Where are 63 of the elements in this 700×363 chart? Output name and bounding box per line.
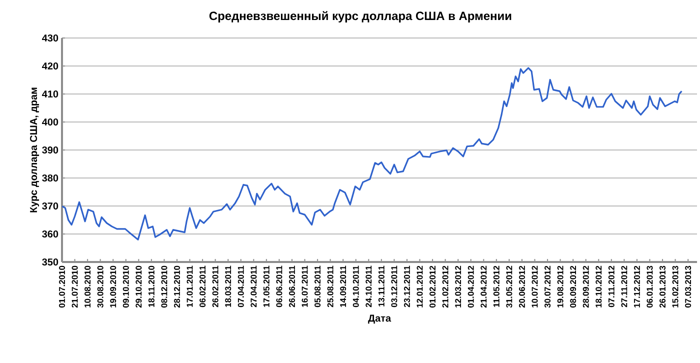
x-tick-label: 31.05.2012 — [506, 266, 512, 308]
x-tick-label: 06.06.2011 — [276, 266, 282, 308]
x-tick-label: 16.07.2011 — [302, 266, 308, 307]
x-tick-label: 26.01.2013 — [660, 266, 666, 308]
x-tick-label: 07.03.2013 — [685, 266, 692, 308]
x-tick-label: 30.07.2012 — [544, 266, 551, 308]
y-tick-label: 380 — [42, 174, 58, 182]
x-tick-label: 08.12.2010 — [161, 266, 168, 308]
x-tick-label: 07.04.2011 — [238, 266, 244, 308]
x-tick-label: 19.09.2010 — [110, 266, 116, 308]
y-tick-label: 350 — [42, 258, 58, 266]
x-tick-label: 29.10.2010 — [136, 266, 142, 308]
x-tick-label: 25.08.2011 — [327, 266, 334, 308]
x-tick-label: 03.12.2011 — [391, 266, 398, 308]
x-tick-label: 18.10.2012 — [596, 266, 602, 308]
x-tick-label: 19.08.2012 — [557, 266, 564, 308]
y-tick-label: 370 — [42, 202, 58, 210]
x-tick-label: 30.08.2010 — [97, 266, 104, 308]
x-tick-label: 09.10.2010 — [122, 266, 129, 308]
y-tick-label: 390 — [42, 146, 58, 154]
x-tick-label: 28.12.2010 — [174, 266, 180, 308]
x-tick-label: 05.08.2011 — [314, 266, 321, 308]
y-tick-label: 360 — [42, 230, 58, 238]
y-tick-label: 410 — [42, 90, 58, 98]
x-axis-title: Дата — [368, 314, 392, 324]
x-tick-label: 17.05.2011 — [263, 266, 270, 307]
x-tick-label: 20.06.2012 — [518, 266, 525, 308]
x-tick-label: 26.06.2011 — [288, 266, 295, 308]
chart-title: Средневзвешенный курс доллара США в Армении — [209, 11, 512, 23]
y-tick-label: 430 — [42, 34, 58, 42]
x-tick-label: 01.04.2012 — [468, 266, 474, 308]
y-axis-title: Курс доллара США, драм — [30, 88, 40, 212]
x-tick-label: 06.01.2013 — [646, 266, 653, 308]
x-tick-label: 12.03.2012 — [455, 266, 462, 308]
x-tick-label: 15.02.2013 — [672, 266, 678, 308]
x-tick-label: 18.11.2010 — [148, 266, 154, 307]
x-tick-label: 11.05.2012 — [493, 266, 500, 307]
x-tick-label: 17.12.2012 — [634, 266, 640, 308]
x-tick-label: 21.02.2012 — [442, 266, 448, 308]
x-tick-label: 01.02.2012 — [430, 266, 436, 308]
x-tick-label: 07.11.2012 — [608, 266, 614, 308]
x-tick-label: 27.11.2012 — [621, 266, 628, 308]
x-tick-label: 01.07.2010 — [59, 266, 65, 308]
x-tick-label: 28.09.2012 — [582, 266, 589, 308]
x-tick-label: 08.09.2012 — [570, 266, 576, 308]
x-tick-label: 14.09.2011 — [340, 266, 346, 307]
x-tick-label: 21.04.2012 — [480, 266, 487, 308]
x-tick-label: 13.11.2011 — [378, 266, 384, 306]
x-tick-label: 18.03.2011 — [225, 266, 232, 307]
x-tick-label: 06.02.2011 — [200, 266, 206, 308]
x-tick-label: 04.10.2011 — [352, 266, 359, 308]
x-tick-label: 23.12.2011 — [404, 266, 410, 308]
x-tick-label: 10.08.2010 — [84, 266, 91, 308]
x-tick-label: 10.07.2012 — [532, 266, 538, 308]
x-tick-label: 24.10.2011 — [366, 266, 372, 308]
y-tick-label: 420 — [42, 62, 58, 70]
x-tick-label: 27.04.2011 — [250, 266, 257, 308]
line-series — [62, 67, 682, 240]
x-tick-label: 21.07.2010 — [72, 266, 78, 308]
x-tick-label: 26.02.2011 — [212, 266, 218, 308]
y-tick-label: 400 — [42, 118, 58, 126]
x-tick-label: 12.01.2012 — [416, 266, 423, 308]
x-tick-label: 17.01.2011 — [186, 266, 193, 307]
